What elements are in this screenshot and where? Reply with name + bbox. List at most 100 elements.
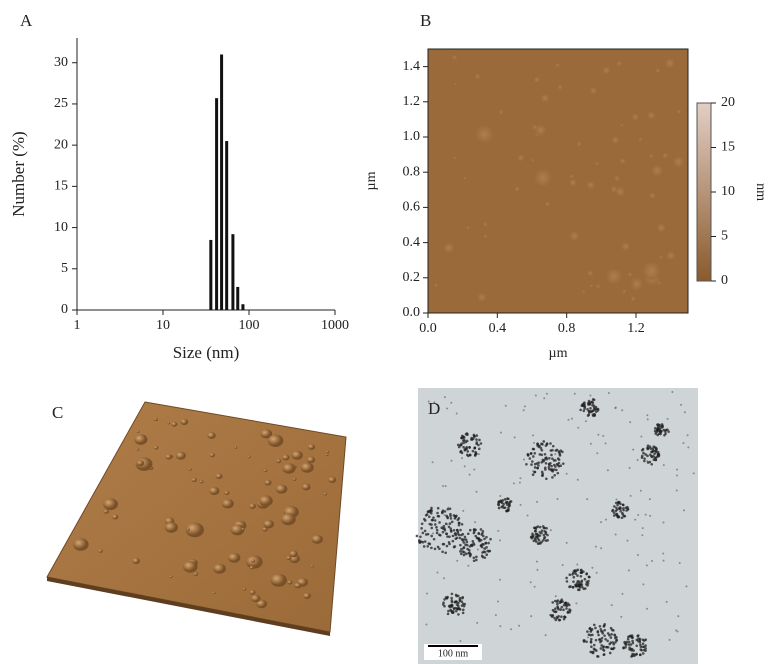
afm-particle (154, 418, 158, 421)
nanoparticle (475, 559, 478, 562)
nanoparticle (587, 414, 590, 417)
afm-particle (282, 455, 289, 461)
nanoparticle (551, 476, 554, 479)
nanoparticle (530, 615, 532, 617)
nanoparticle (458, 517, 461, 520)
nanoparticle (544, 536, 547, 539)
nanoparticle (448, 543, 451, 546)
afm-particle (292, 451, 303, 460)
nanoparticle (469, 454, 472, 457)
nanoparticle (585, 583, 588, 586)
nanoparticle (605, 442, 607, 444)
afm-particle (499, 110, 504, 115)
nanoparticle (554, 611, 557, 614)
nanoparticle (450, 597, 453, 600)
y-tick-label: 1.2 (403, 94, 421, 109)
nanoparticle (463, 551, 466, 554)
nanoparticle (595, 639, 598, 642)
nanoparticle (466, 440, 469, 443)
nanoparticle (534, 530, 537, 533)
nanoparticle (519, 477, 521, 479)
afm-particle (677, 109, 681, 113)
nanoparticle (466, 544, 469, 547)
scale-bar-label: 100 nm (438, 648, 469, 659)
y-tick-label: 0.4 (403, 235, 421, 250)
nanoparticle (563, 604, 566, 607)
nanoparticle (497, 504, 500, 507)
nanoparticle (510, 628, 512, 630)
nanoparticle (475, 438, 478, 441)
nanoparticle (472, 542, 475, 545)
panel-label: B (420, 11, 431, 30)
nanoparticle (676, 474, 678, 476)
afm-particle (555, 63, 560, 68)
nanoparticle (448, 605, 451, 608)
afm-particle (616, 61, 622, 67)
panel-label: D (428, 399, 440, 418)
afm-particle (287, 580, 292, 584)
afm-particle (483, 234, 487, 238)
afm-particle (632, 113, 639, 120)
afm-particle (628, 272, 632, 276)
afm-particle (453, 156, 456, 159)
nanoparticle (449, 522, 452, 525)
afm-particle (649, 192, 655, 198)
nanoparticle (477, 444, 480, 447)
nanoparticle (596, 572, 598, 574)
nanoparticle (646, 608, 648, 610)
nanoparticle (657, 455, 660, 458)
nanoparticle (646, 564, 648, 566)
afm-particle (323, 493, 327, 496)
nanoparticle (610, 636, 613, 639)
nanoparticle (649, 453, 652, 456)
x-tick-label: 1000 (321, 318, 349, 333)
nanoparticle (541, 471, 544, 474)
nanoparticle (456, 412, 458, 414)
afm-particle (596, 284, 600, 288)
nanoparticle (639, 653, 642, 656)
nanoparticle (618, 501, 621, 504)
nanoparticle (477, 532, 480, 535)
nanoparticle (442, 531, 445, 534)
nanoparticle (552, 609, 555, 612)
nanoparticle (585, 572, 588, 575)
nanoparticle (553, 474, 556, 477)
afm-particle (621, 242, 630, 251)
nanoparticle (612, 509, 615, 512)
nanoparticle (418, 539, 421, 542)
nanoparticle (444, 514, 446, 516)
nanoparticle (639, 648, 642, 651)
nanoparticle (577, 479, 579, 481)
nanoparticle (532, 455, 535, 458)
nanoparticle (457, 605, 460, 608)
nanoparticle (424, 540, 427, 543)
nanoparticle (520, 504, 522, 506)
nanoparticle (459, 550, 462, 553)
nanoparticle (487, 542, 490, 545)
afm-particle (187, 528, 190, 531)
nanoparticle (452, 540, 455, 543)
nanoparticle (495, 614, 497, 616)
nanoparticle (549, 462, 552, 465)
afm-particle (271, 574, 287, 587)
nanoparticle (643, 457, 646, 460)
nanoparticle (436, 572, 438, 574)
afm-particle (595, 161, 599, 165)
nanoparticle (463, 605, 466, 608)
afm-particle (586, 181, 595, 190)
nanoparticle (442, 509, 445, 512)
afm-particle (104, 509, 109, 513)
nanoparticle (432, 532, 434, 534)
nanoparticle (542, 440, 545, 443)
afm-particle (276, 484, 287, 493)
nanoparticle (445, 515, 448, 518)
nanoparticle (428, 515, 431, 518)
bar (236, 287, 239, 310)
nanoparticle (501, 501, 504, 504)
nanoparticle (544, 467, 547, 470)
nanoparticle (537, 464, 540, 467)
nanoparticle (550, 454, 553, 457)
nanoparticle (483, 538, 486, 541)
nanoparticle (462, 442, 465, 445)
x-tick-label: 0.8 (558, 321, 576, 336)
